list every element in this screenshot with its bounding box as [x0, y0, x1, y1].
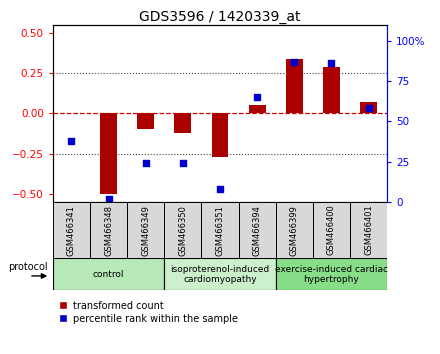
Bar [323, 67, 340, 113]
Text: GSM466394: GSM466394 [253, 205, 262, 256]
Legend: transformed count, percentile rank within the sample: transformed count, percentile rank withi… [58, 299, 240, 325]
Point [365, 105, 372, 111]
Bar [175, 113, 191, 133]
Point [216, 186, 224, 192]
Text: control: control [93, 270, 124, 279]
Bar [53, 258, 164, 290]
Point [105, 196, 112, 201]
Bar [313, 202, 350, 258]
Bar [350, 202, 387, 258]
Text: GSM466399: GSM466399 [290, 205, 299, 256]
Text: GSM466348: GSM466348 [104, 205, 113, 256]
Bar [137, 113, 154, 129]
Point [180, 160, 187, 166]
Point [291, 59, 298, 65]
Point [68, 138, 75, 143]
Bar [90, 202, 127, 258]
Bar [276, 258, 387, 290]
Point [328, 61, 335, 66]
Bar [53, 202, 90, 258]
Bar [127, 202, 164, 258]
Text: exercise-induced cardiac
hypertrophy: exercise-induced cardiac hypertrophy [275, 265, 388, 284]
Text: GSM466400: GSM466400 [327, 205, 336, 256]
Point [253, 95, 260, 100]
Bar [238, 202, 276, 258]
Text: protocol: protocol [8, 262, 48, 272]
Text: GSM466341: GSM466341 [67, 205, 76, 256]
Bar [360, 102, 377, 113]
Bar [164, 202, 202, 258]
Bar [212, 113, 228, 157]
Bar [100, 113, 117, 194]
Text: GSM466401: GSM466401 [364, 205, 373, 256]
Bar [286, 58, 303, 113]
Text: GSM466349: GSM466349 [141, 205, 150, 256]
Title: GDS3596 / 1420339_at: GDS3596 / 1420339_at [139, 10, 301, 24]
Text: GSM466350: GSM466350 [178, 205, 187, 256]
Point [142, 160, 149, 166]
Text: isoproterenol-induced
cardiomyopathy: isoproterenol-induced cardiomyopathy [170, 265, 270, 284]
Text: GSM466351: GSM466351 [216, 205, 224, 256]
Bar [276, 202, 313, 258]
Bar [249, 105, 265, 113]
Bar [164, 258, 276, 290]
Bar [202, 202, 238, 258]
